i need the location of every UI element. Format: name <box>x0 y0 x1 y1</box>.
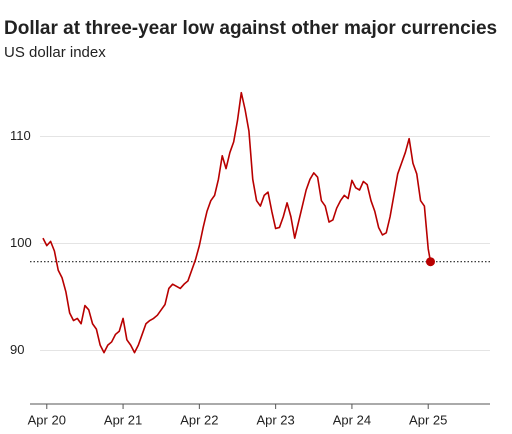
y-tick-label: 100 <box>10 235 32 250</box>
x-tick-label: Apr 20 <box>28 412 66 427</box>
chart-title: Dollar at three-year low against other m… <box>4 18 497 39</box>
y-tick-label: 110 <box>10 128 31 143</box>
line <box>42 91 432 354</box>
x-tick-label: Apr 22 <box>180 412 218 427</box>
x-tick-label: Apr 24 <box>333 412 371 427</box>
y-tick-label: 90 <box>10 342 24 357</box>
x-tick-label: Apr 25 <box>409 412 447 427</box>
chart-subtitle: US dollar index <box>4 44 106 61</box>
x-tick-label: Apr 21 <box>104 412 142 427</box>
end-point <box>425 257 435 267</box>
x-tick-label: Apr 23 <box>256 412 294 427</box>
